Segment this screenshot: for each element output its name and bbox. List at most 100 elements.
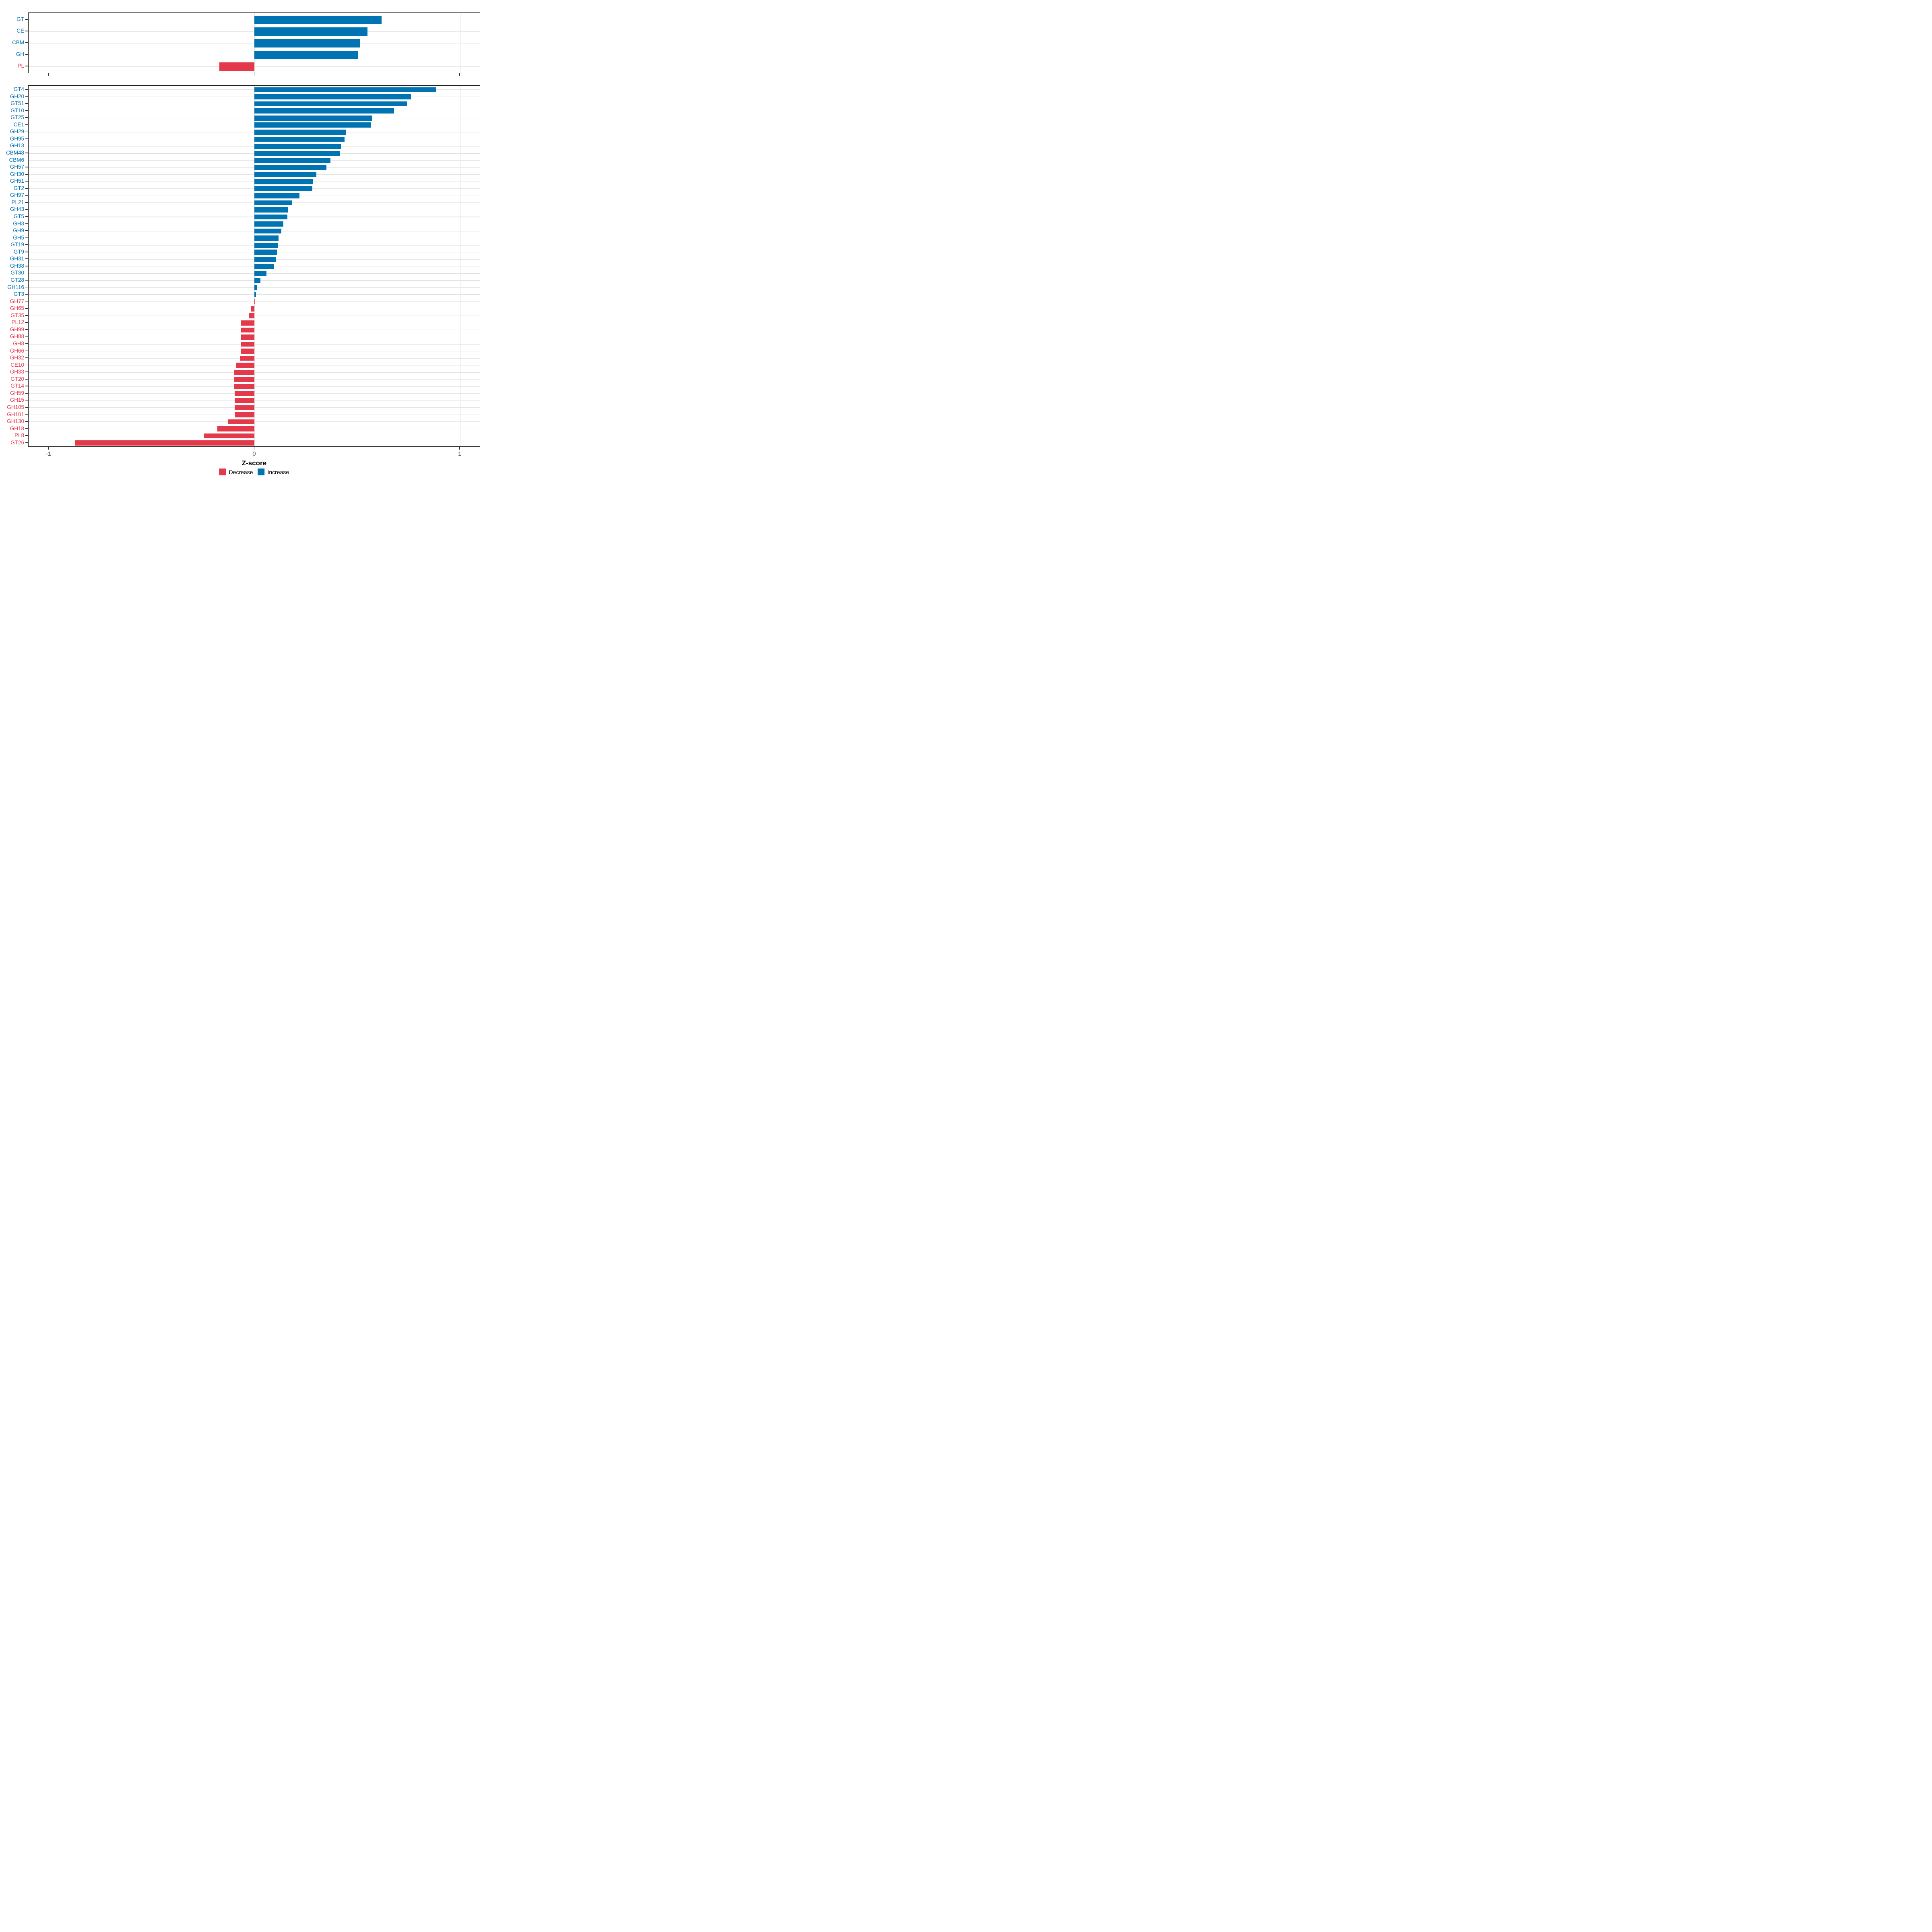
gridline-row bbox=[28, 245, 480, 246]
bar-CE1 bbox=[254, 122, 371, 128]
category-label-GT3: GT3 bbox=[13, 291, 24, 297]
y-tick-GH8 bbox=[25, 343, 28, 344]
bar-CBM48 bbox=[254, 151, 340, 156]
y-tick-GH88 bbox=[25, 336, 28, 337]
bar-CE10 bbox=[236, 363, 255, 368]
y-tick-GH59 bbox=[25, 392, 28, 394]
y-tick-GT bbox=[25, 19, 28, 20]
y-tick-GT28 bbox=[25, 280, 28, 281]
category-label-PL21: PL21 bbox=[11, 199, 24, 205]
legend-item-decrease: Decrease bbox=[219, 469, 253, 475]
category-label-GT35: GT35 bbox=[10, 312, 24, 318]
y-tick-GT35 bbox=[25, 315, 28, 316]
bar-CBM6 bbox=[254, 158, 330, 163]
bar-GH51 bbox=[254, 179, 313, 184]
x-tick--1 bbox=[48, 73, 49, 76]
legend-item-increase: Increase bbox=[258, 469, 289, 475]
y-tick-PL21 bbox=[25, 202, 28, 203]
bar-GH59 bbox=[234, 391, 255, 396]
category-label-GT14: GT14 bbox=[10, 383, 24, 389]
bar-GH31 bbox=[254, 257, 276, 262]
bar-GH5 bbox=[254, 235, 279, 241]
category-label-GH8: GH8 bbox=[13, 340, 24, 347]
x-tick--1 bbox=[48, 447, 49, 450]
y-tick-GH116 bbox=[25, 287, 28, 288]
category-label-GH99: GH99 bbox=[10, 326, 24, 332]
bar-GT25 bbox=[254, 115, 372, 121]
gridline-row bbox=[28, 202, 480, 203]
y-tick-GH15 bbox=[25, 400, 28, 401]
y-tick-GH101 bbox=[25, 414, 28, 415]
category-label-GH5: GH5 bbox=[13, 234, 24, 241]
bar-GT30 bbox=[254, 271, 266, 276]
y-tick-GH43 bbox=[25, 209, 28, 210]
category-label-GT4: GT4 bbox=[13, 86, 24, 93]
x-tick-1 bbox=[459, 73, 460, 76]
category-label-GH9: GH9 bbox=[13, 227, 24, 234]
category-label-GH31: GH31 bbox=[10, 256, 24, 262]
y-tick-GH65 bbox=[25, 308, 28, 309]
legend-swatch-decrease bbox=[219, 469, 226, 475]
gridline-row bbox=[28, 146, 480, 147]
y-tick-GH105 bbox=[25, 407, 28, 408]
bar-GH9 bbox=[254, 228, 282, 234]
y-tick-GT30 bbox=[25, 272, 28, 274]
x-tick-label--1: -1 bbox=[45, 450, 52, 457]
category-label-GT25: GT25 bbox=[10, 114, 24, 121]
category-label-GT20: GT20 bbox=[10, 376, 24, 382]
y-tick-GH32 bbox=[25, 357, 28, 358]
bar-GH29 bbox=[254, 130, 347, 135]
category-label-GH105: GH105 bbox=[7, 404, 24, 410]
y-tick-GT51 bbox=[25, 103, 28, 104]
y-tick-GT10 bbox=[25, 110, 28, 111]
category-label-PL: PL bbox=[17, 63, 24, 69]
legend-label-decrease: Decrease bbox=[229, 469, 253, 475]
y-tick-GH130 bbox=[25, 421, 28, 422]
legend-label-increase: Increase bbox=[267, 469, 289, 475]
y-tick-GH3 bbox=[25, 223, 28, 224]
y-tick-GH30 bbox=[25, 173, 28, 175]
y-tick-GH99 bbox=[25, 329, 28, 330]
category-label-GH30: GH30 bbox=[10, 171, 24, 177]
category-label-GT2: GT2 bbox=[13, 185, 24, 191]
category-label-PL12: PL12 bbox=[11, 319, 24, 326]
y-tick-GT3 bbox=[25, 294, 28, 295]
bar-CE bbox=[254, 27, 367, 36]
bar-GH57 bbox=[254, 165, 326, 170]
category-label-GT19: GT19 bbox=[10, 242, 24, 248]
category-label-GH32: GH32 bbox=[10, 355, 24, 361]
bar-PL12 bbox=[241, 320, 255, 326]
y-tick-GH20 bbox=[25, 96, 28, 97]
bar-GH20 bbox=[254, 94, 411, 99]
category-label-CBM: CBM bbox=[12, 39, 24, 46]
gridline-row bbox=[28, 160, 480, 161]
gridline-row bbox=[28, 167, 480, 168]
y-tick-GT4 bbox=[25, 89, 28, 90]
bar-GT5 bbox=[254, 214, 287, 220]
gridline-row bbox=[28, 259, 480, 260]
y-tick-GH77 bbox=[25, 301, 28, 302]
bar-GH33 bbox=[234, 369, 255, 375]
y-tick-GT25 bbox=[25, 117, 28, 118]
panel-cazyme-families bbox=[28, 85, 481, 447]
bar-GT4 bbox=[254, 87, 436, 93]
category-label-GH88: GH88 bbox=[10, 333, 24, 340]
bar-GH3 bbox=[254, 221, 283, 227]
y-tick-GH18 bbox=[25, 428, 28, 429]
category-label-GH95: GH95 bbox=[10, 135, 24, 142]
category-label-GH3: GH3 bbox=[13, 220, 24, 227]
bar-GT28 bbox=[254, 278, 261, 283]
x-tick-0 bbox=[254, 73, 255, 76]
bar-GT2 bbox=[254, 186, 312, 192]
category-label-CBM6: CBM6 bbox=[9, 157, 24, 163]
category-label-GH13: GH13 bbox=[10, 142, 24, 149]
bar-GH130 bbox=[228, 419, 255, 425]
bar-GT20 bbox=[234, 377, 255, 382]
x-tick-0 bbox=[254, 447, 255, 450]
bar-GH15 bbox=[234, 398, 255, 403]
bar-GT14 bbox=[234, 384, 255, 389]
y-tick-GT19 bbox=[25, 244, 28, 246]
gridline-row bbox=[28, 31, 480, 32]
bar-GH18 bbox=[217, 426, 255, 431]
category-label-GH59: GH59 bbox=[10, 390, 24, 396]
